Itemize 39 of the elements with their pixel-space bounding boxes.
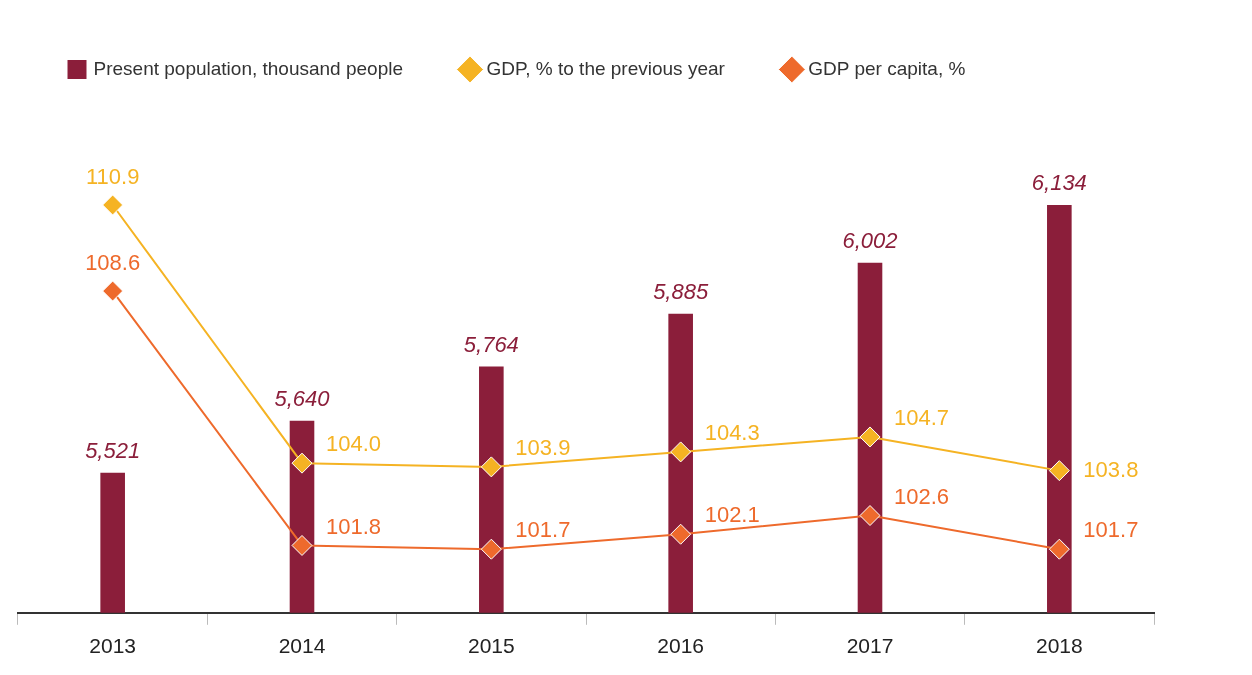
x-tick-label: 2015 [467, 634, 515, 658]
data-label: 104.3 [704, 419, 760, 445]
point [859, 426, 881, 448]
data-label: 101.7 [515, 517, 571, 543]
data-label: 108.6 [85, 250, 141, 276]
point [291, 452, 313, 474]
point [1048, 538, 1070, 560]
data-label: 110.9 [85, 164, 140, 190]
data-label: 5,521 [85, 437, 141, 463]
data-label: 103.8 [1083, 456, 1139, 482]
data-label: 6,002 [842, 227, 898, 253]
data-label: 104.0 [326, 431, 382, 457]
point [102, 280, 124, 302]
x-tick-label: 2014 [278, 634, 326, 658]
x-tick-label: 2016 [657, 634, 705, 658]
legend-label: GDP, % to the previous year [486, 57, 726, 79]
data-label: 6,134 [1031, 170, 1087, 196]
point [480, 456, 502, 478]
point [859, 505, 881, 527]
legend-label: Present population, thousand people [93, 57, 404, 79]
data-label: 5,885 [653, 278, 709, 304]
point [1048, 460, 1070, 482]
data-label: 104.7 [894, 405, 950, 431]
point [291, 534, 313, 556]
point [670, 523, 692, 545]
data-label: 5,764 [463, 331, 519, 357]
x-tick-label: 2017 [846, 634, 894, 658]
data-label: 102.6 [894, 483, 950, 509]
data-label: 5,640 [274, 385, 331, 411]
data-label: 101.8 [326, 513, 382, 539]
legend-label: GDP per capita, % [808, 57, 966, 79]
point [670, 441, 692, 463]
data-label: 103.9 [515, 434, 571, 460]
data-label: 101.7 [1083, 517, 1139, 543]
point [102, 194, 124, 216]
data-label: 102.1 [704, 502, 760, 528]
point [480, 538, 502, 560]
x-tick-label: 2018 [1035, 634, 1083, 658]
x-tick-label: 2013 [89, 634, 137, 658]
